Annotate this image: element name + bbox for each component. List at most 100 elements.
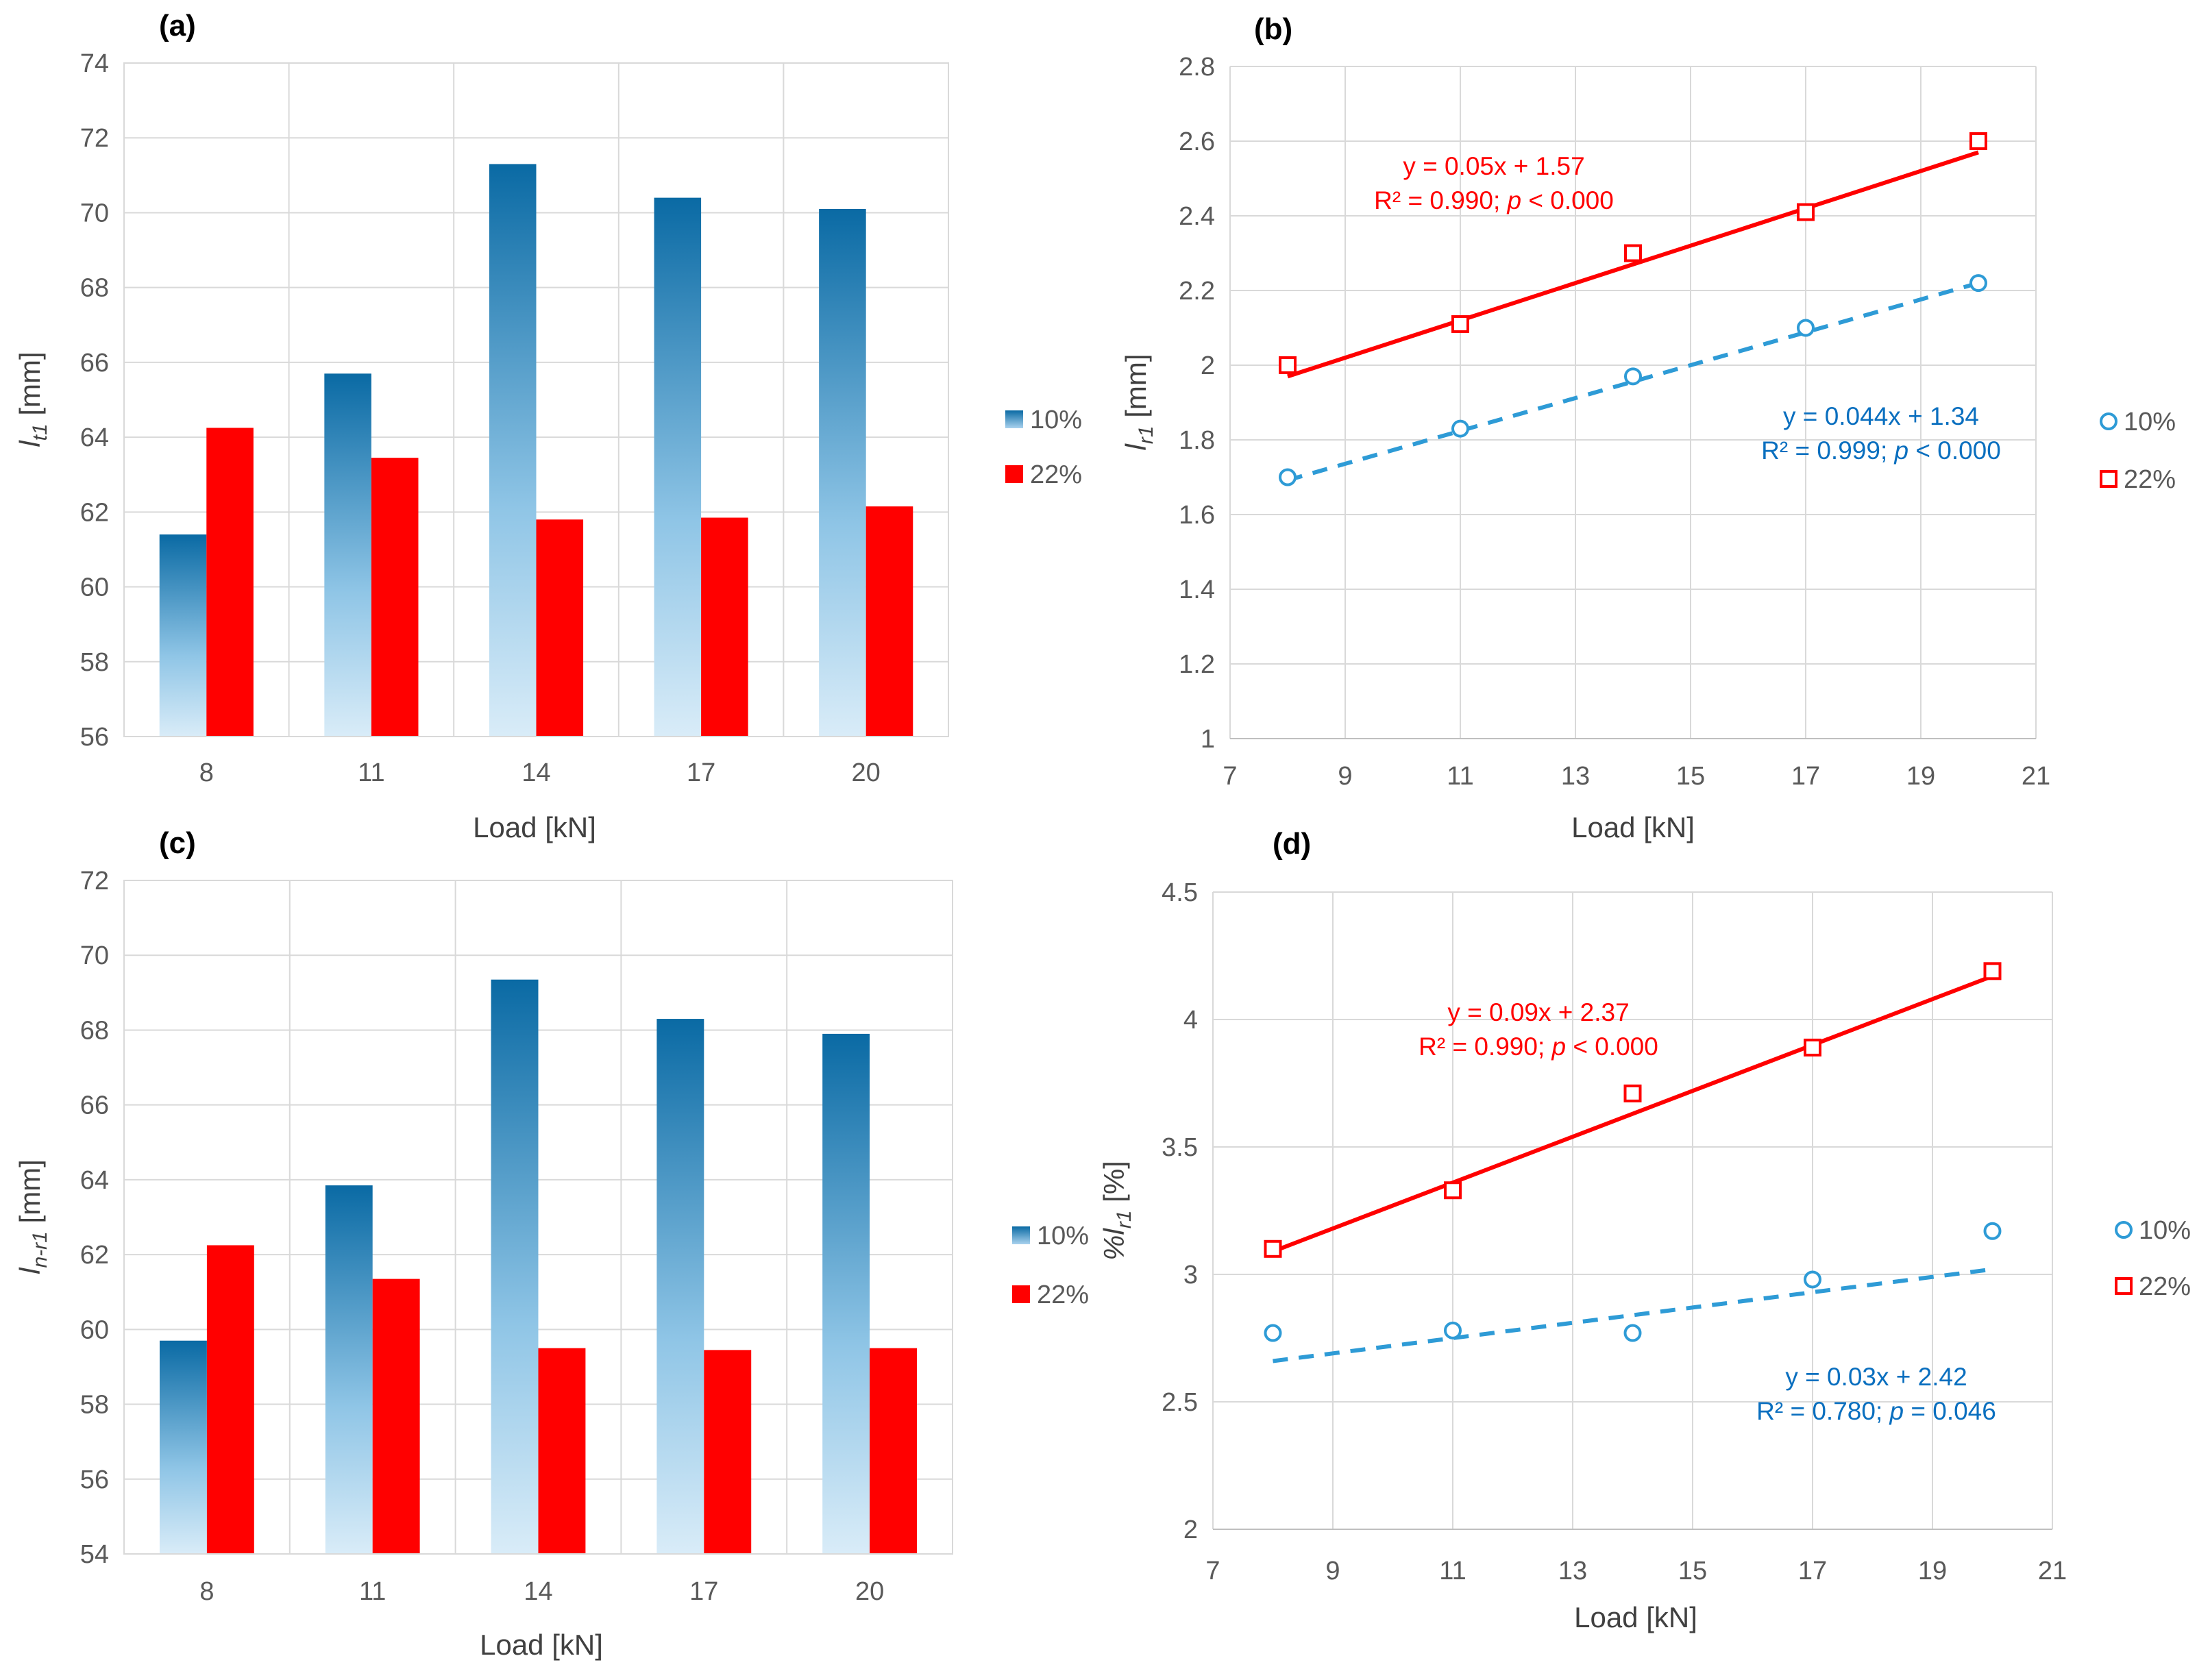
p-symbol: p [1894, 436, 1909, 465]
x-tick-label: 9 [1338, 762, 1352, 791]
bar-10pct [654, 197, 702, 737]
legend-label-10pct: 10% [1037, 1222, 1089, 1250]
bar-22pct [206, 1245, 254, 1554]
y-tick-label: 66 [80, 1091, 109, 1120]
p-symbol: p [1551, 1033, 1567, 1061]
y-title-main: l [14, 440, 46, 447]
marker-10pct [1279, 468, 1297, 486]
panel-label: (b) [1254, 12, 1292, 46]
y-tick-label: 2 [1201, 351, 1215, 380]
bar-22pct [865, 506, 913, 737]
y-tick-label: 1.4 [1179, 576, 1215, 604]
x-tick-label: 17 [1791, 762, 1820, 791]
x-axis-title: Load [kN] [473, 811, 596, 843]
y-tick-label: 58 [80, 1391, 109, 1420]
y-title-subscript: n-r1 [29, 1231, 51, 1268]
y-tick-label: 4 [1183, 1006, 1198, 1035]
legend-swatch-22pct [1005, 465, 1023, 483]
bar-22pct [538, 1348, 586, 1554]
y-title-main: %l [1098, 1228, 1130, 1261]
marker-10pct [1623, 1324, 1642, 1342]
x-axis-title: Load [kN] [1574, 1601, 1697, 1633]
marker-22pct [1797, 203, 1815, 221]
y-tick-label: 60 [80, 1315, 109, 1344]
bar-10pct [159, 1340, 207, 1554]
trendline-22pct [1272, 974, 1993, 1254]
panel-label: (a) [159, 9, 196, 42]
y-axis-title: lr1 [mm] [1120, 354, 1157, 450]
y-tick-label: 70 [80, 199, 109, 227]
y-tick-label: 62 [80, 498, 109, 527]
legend-marker-22pct [2100, 470, 2117, 488]
y-tick-label: 62 [80, 1241, 109, 1270]
y-tick-label: 54 [80, 1540, 109, 1569]
y-axis-title: %lr1 [%] [1098, 1161, 1135, 1261]
y-tick-label: 64 [80, 423, 109, 452]
x-tick-label: 8 [199, 1577, 214, 1606]
legend-label-10pct: 10% [2139, 1216, 2191, 1245]
x-tick-label: 15 [1678, 1557, 1707, 1585]
equation-22pct: y = 0.05x + 1.57 [1403, 152, 1584, 180]
y-axis-title: ln-r1 [mm] [14, 1159, 51, 1274]
legend-label-22pct: 22% [2124, 465, 2176, 494]
bar-10pct [159, 534, 207, 737]
bar-10pct [819, 208, 866, 737]
legend-label-22pct: 22% [1030, 460, 1082, 489]
panel-label: (d) [1273, 827, 1311, 861]
x-tick-label: 21 [2022, 762, 2050, 791]
legend-swatch-10pct [1005, 410, 1023, 428]
legend-marker-10pct [2115, 1221, 2133, 1239]
y-tick-label: 58 [80, 648, 109, 677]
y-axis-title: lt1 [mm] [14, 351, 51, 447]
x-tick-label: 13 [1561, 762, 1590, 791]
x-axis-title: Load [kN] [480, 1629, 603, 1661]
marker-22pct [1804, 1038, 1821, 1057]
y-title-main: l [1120, 443, 1152, 451]
y-title-subscript: r1 [1113, 1210, 1135, 1228]
x-tick-label: 19 [1918, 1557, 1947, 1585]
y-tick-label: 2.5 [1162, 1388, 1198, 1417]
marker-22pct [1264, 1239, 1282, 1258]
bar-22pct [206, 428, 254, 737]
bar-10pct [491, 979, 539, 1554]
bar-10pct [325, 1185, 373, 1554]
y-title-unit: [mm] [14, 351, 46, 423]
legend-label-22pct: 22% [1037, 1281, 1089, 1309]
panel-label: (c) [159, 826, 196, 860]
x-tick-label: 7 [1223, 762, 1237, 791]
x-axis-title: Load [kN] [1571, 811, 1695, 843]
y-tick-label: 68 [80, 1016, 109, 1045]
x-tick-label: 19 [1906, 762, 1935, 791]
r2-text: R² = 0.990; [1374, 186, 1507, 214]
y-tick-label: 2 [1183, 1516, 1198, 1544]
panel-d: (d) 2 2.5 3 3.5 4 4.5 7 9 11 13 15 17 19 21 y = 0.03x +… [1098, 827, 2191, 1633]
bar-10pct [489, 164, 537, 737]
y-tick-label: 1.6 [1179, 501, 1215, 530]
x-tick-label: 9 [1325, 1557, 1340, 1585]
y-tick-label: 56 [80, 723, 109, 752]
y-tick-label: 3 [1183, 1261, 1198, 1289]
marker-22pct [1279, 356, 1297, 374]
plot-frame [123, 880, 953, 1555]
y-tick-label: 1 [1201, 725, 1215, 754]
x-tick-label: 15 [1676, 762, 1705, 791]
x-tick-label: 13 [1558, 1557, 1587, 1585]
y-title-main: l [14, 1267, 46, 1274]
y-tick-label: 2.6 [1179, 127, 1215, 156]
marker-22pct [1983, 962, 2002, 980]
marker-10pct [1969, 274, 1987, 293]
marker-22pct [1444, 1181, 1462, 1200]
equation-10pct: y = 0.03x + 2.42 [1785, 1363, 1967, 1391]
r2-text: R² = 0.999; [1761, 436, 1894, 465]
marker-10pct [1451, 419, 1469, 438]
y-tick-label: 2.4 [1179, 202, 1215, 231]
plot-frame [123, 62, 949, 737]
y-tick-label: 68 [80, 274, 109, 303]
x-tick-label: 14 [521, 758, 550, 787]
marker-10pct [1624, 367, 1642, 386]
x-tick-label: 21 [2038, 1557, 2067, 1585]
p-value: = 0.046 [1904, 1397, 1996, 1425]
x-tick-label: 11 [359, 1577, 386, 1606]
r2-22pct: R² = 0.990; p < 0.000 [1374, 186, 1614, 214]
y-tick-label: 66 [80, 349, 109, 378]
